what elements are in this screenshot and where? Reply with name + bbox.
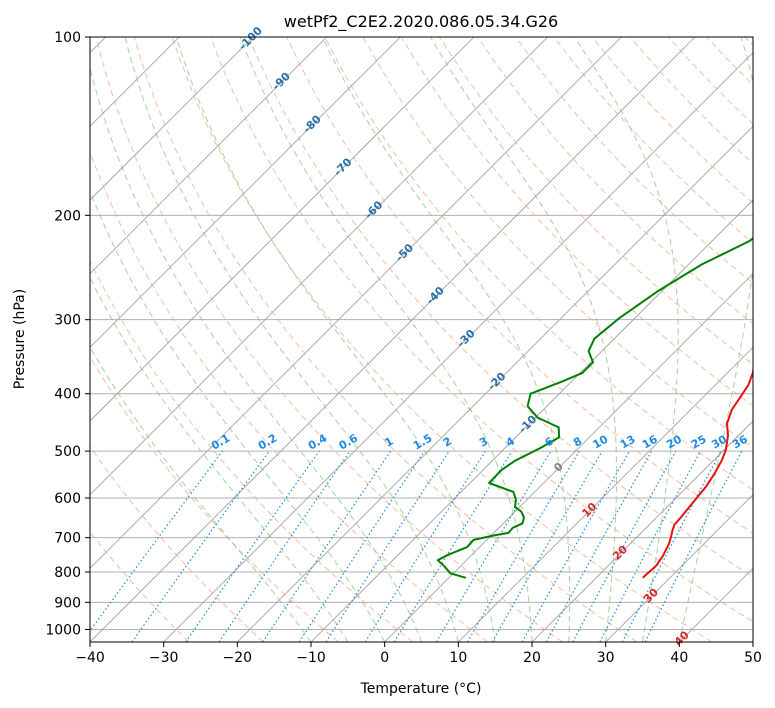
y-tick-label: 500 (54, 444, 81, 460)
isotherm-line (605, 494, 753, 642)
y-tick-label: 200 (54, 208, 81, 224)
y-tick-label: 300 (54, 313, 81, 329)
moist-adiabat (90, 189, 386, 642)
moist-adiabat (90, 345, 312, 642)
dry-adiabat (210, 37, 753, 623)
isotherm-line (163, 52, 753, 642)
isotherm-line (90, 37, 475, 422)
moist-adiabat (175, 37, 496, 642)
dry-adiabat (133, 37, 638, 642)
dry-adiabat (171, 37, 712, 642)
mixing-ratio-line (131, 450, 270, 642)
mixing-ratio-line (521, 450, 631, 642)
y-tick-label: 400 (54, 387, 81, 403)
mixing-ratio-line (185, 450, 320, 642)
y-tick-label: 1000 (45, 622, 81, 638)
x-tick-label: 50 (744, 650, 762, 666)
y-tick-label: 900 (54, 595, 81, 611)
x-tick-label: 20 (523, 650, 541, 666)
isotherm-line (752, 641, 753, 642)
isotherm-line (384, 273, 753, 642)
dewpoint-line (436, 236, 753, 579)
isotherm-line (237, 125, 753, 642)
mixing-ratio-line (298, 450, 425, 642)
x-tick-label: 40 (670, 650, 688, 666)
isotherm-line (90, 37, 327, 275)
dry-adiabat (90, 445, 264, 642)
dry-adiabat (90, 356, 339, 642)
mixing-ratio-line (393, 450, 513, 642)
x-tick-label: −30 (149, 650, 179, 666)
x-tick-label: 0 (380, 650, 389, 666)
background-lines (90, 37, 753, 642)
moist-adiabat (90, 276, 349, 642)
dry-adiabat (248, 37, 753, 578)
x-tick-label: −40 (75, 650, 105, 666)
mixing-ratio-line (644, 450, 743, 642)
moist-adiabat (90, 65, 422, 642)
isotherm-line (531, 420, 753, 642)
data-series (436, 236, 753, 579)
mixing-ratio-line (90, 450, 223, 632)
x-tick-label: −20 (223, 650, 253, 666)
isotherm-line (90, 37, 696, 642)
moist-adiabat (678, 37, 753, 642)
isotherm-line (90, 37, 622, 569)
x-tick-label: 10 (449, 650, 467, 666)
mixing-ratio-line (325, 450, 450, 642)
mixing-ratio-line (218, 450, 351, 642)
y-tick-label: 800 (54, 565, 81, 581)
plot-area (90, 37, 753, 642)
y-tick-label: 700 (54, 531, 81, 547)
isotherm-line (90, 37, 254, 201)
dry-adiabat (95, 37, 563, 642)
moist-adiabat (239, 37, 533, 642)
chart-title: wetPf2_C2E2.2020.086.05.34.G26 (284, 12, 558, 32)
axes: −40 −30 −20 −10 0 10 20 30 40 50 100 200 300 400 500 60… (45, 30, 762, 666)
x-tick-label: −10 (296, 650, 326, 666)
dry-adiabat (324, 37, 753, 491)
temperature-line (642, 363, 753, 579)
plot-frame (89, 36, 754, 643)
dry-adiabat (90, 259, 414, 642)
y-tick-label: 600 (54, 491, 81, 507)
mixing-ratio-line (572, 450, 677, 642)
y-axis-title: Pressure (hPa) (12, 289, 28, 389)
isotherm-line (458, 346, 753, 642)
moist-adiabat (430, 37, 617, 642)
y-tick-label: 100 (54, 30, 81, 46)
mixing-ratio-line (545, 450, 653, 642)
moist-adiabat (124, 37, 459, 642)
x-tick-label: 30 (597, 650, 615, 666)
isotherm-line (90, 37, 548, 496)
x-axis-title: Temperature (°C) (360, 681, 482, 697)
dry-adiabat (515, 37, 753, 284)
mixing-ratio-line (262, 450, 392, 642)
moist-adiabat (322, 37, 571, 642)
isotherm-line (90, 37, 401, 348)
dry-adiabat (286, 37, 753, 534)
